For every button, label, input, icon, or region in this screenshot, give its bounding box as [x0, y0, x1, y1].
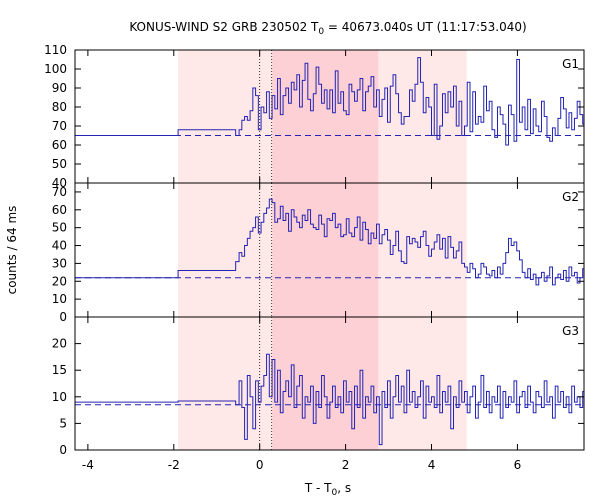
y-tick-label: 90	[52, 81, 67, 95]
x-tick-label: 4	[428, 458, 436, 472]
y-tick-label: 110	[44, 43, 67, 57]
x-tick-label: -2	[168, 458, 180, 472]
panel-label-g3: G3	[562, 324, 579, 338]
y-tick-label: 15	[52, 363, 67, 377]
x-tick-label: 6	[514, 458, 522, 472]
panel-label-g1: G1	[562, 57, 579, 71]
y-tick-label: 60	[52, 203, 67, 217]
x-axis-label-suffix: , s	[337, 481, 351, 495]
panel-g1: 40 50 60 70 80 90 100 110 G1	[44, 43, 585, 190]
y-axis-label: counts / 64 ms	[5, 206, 19, 295]
chart-title: KONUS-WIND S2 GRB 230502 T0 = 40673.040s…	[129, 20, 526, 37]
chart-title-prefix: KONUS-WIND S2 GRB 230502 T	[129, 20, 319, 34]
x-tick-label: 2	[342, 458, 350, 472]
y-tick-label: 50	[52, 157, 67, 171]
panel-label-g2: G2	[562, 190, 579, 204]
y-tick-label: 10	[52, 390, 67, 404]
y-tick-label: 20	[52, 274, 67, 288]
y-tick-label: 100	[44, 62, 67, 76]
y-tick-label: 80	[52, 100, 67, 114]
y-tick-label: 70	[52, 185, 67, 199]
y-tick-label: 10	[52, 292, 67, 306]
series-g2	[75, 198, 585, 289]
shaded-interval-2	[272, 50, 379, 450]
y-tick-label: 0	[59, 443, 67, 457]
x-axis-label: T - T0, s	[304, 481, 351, 498]
y-tick-label: 70	[52, 119, 67, 133]
y-tick-label: 40	[52, 239, 67, 253]
y-tick-label: 0	[59, 310, 67, 324]
x-axis-label-subscript: 0	[332, 488, 338, 498]
x-tick-label: 0	[256, 458, 264, 472]
y-tick-label: 30	[52, 256, 67, 270]
series-g3	[75, 353, 585, 446]
panel-g3: 0 5 10 15 20 G3	[52, 316, 585, 457]
y-tick-label: 20	[52, 337, 67, 351]
y-tick-label: 5	[59, 416, 67, 430]
chart-title-subscript: 0	[318, 27, 324, 37]
x-tick-label: -4	[82, 458, 94, 472]
x-axis-label-prefix: T - T	[304, 481, 332, 495]
y-tick-label: 50	[52, 221, 67, 235]
panel-frame-g3	[74, 316, 585, 451]
y-tick-label: 40	[52, 176, 67, 190]
y-tick-label: 60	[52, 138, 67, 152]
chart-title-suffix: = 40673.040s UT (11:17:53.040)	[324, 20, 527, 34]
